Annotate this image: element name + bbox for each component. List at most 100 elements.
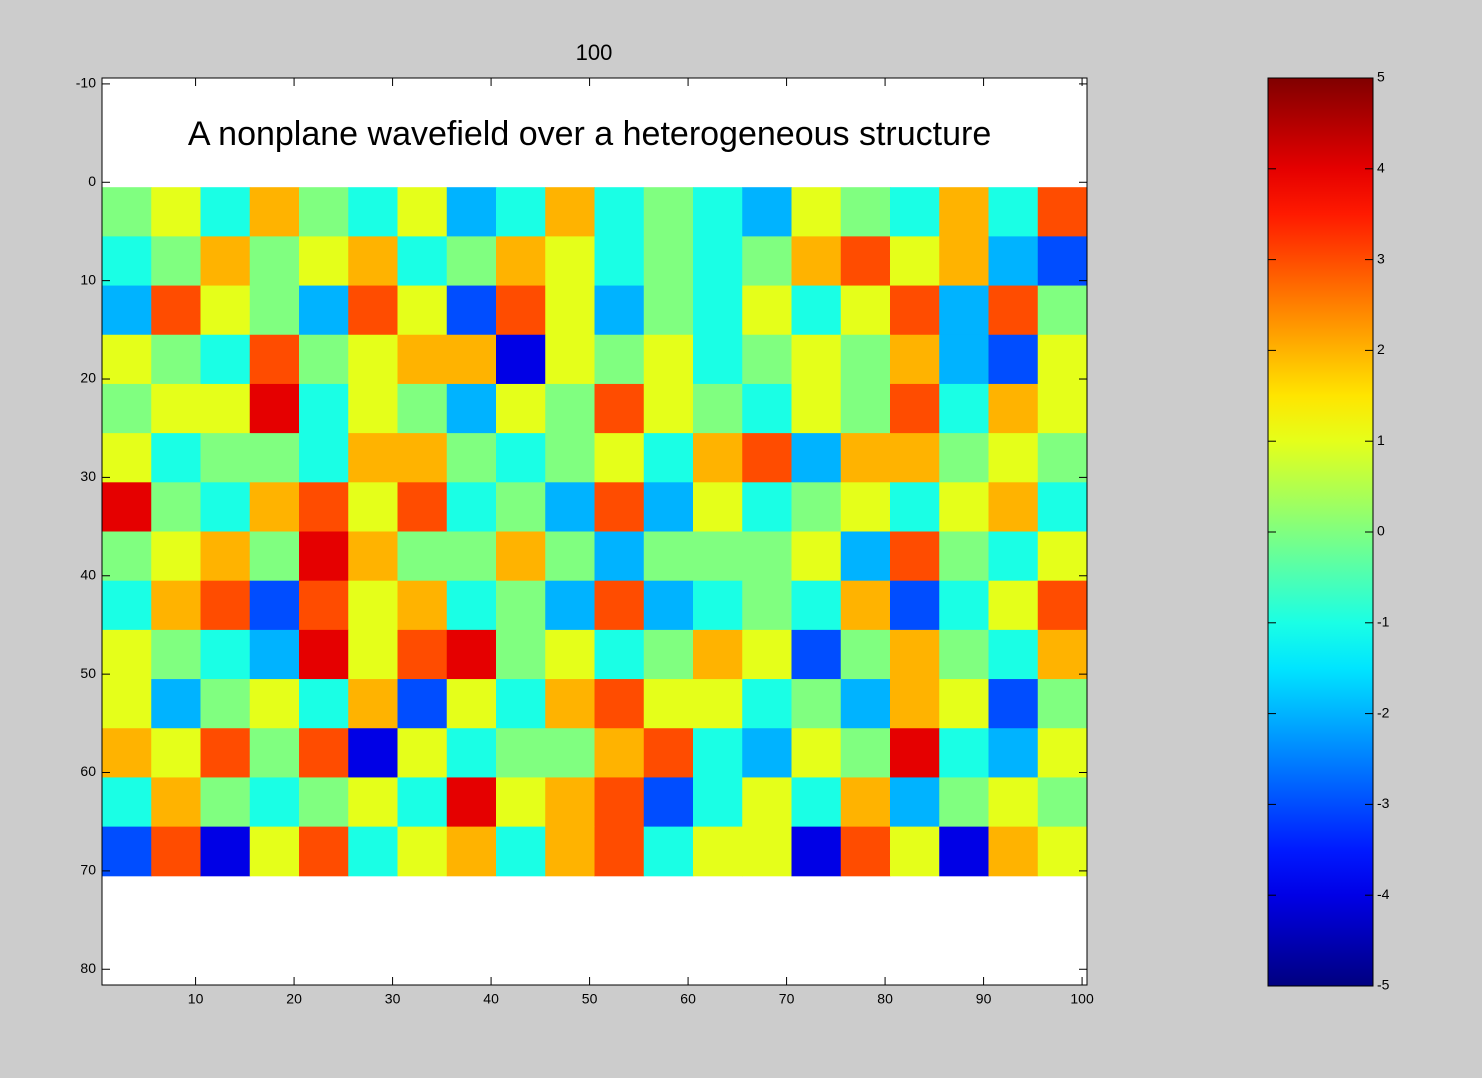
heatmap-cell — [249, 285, 300, 336]
heatmap-cell — [840, 433, 891, 483]
heatmap-cell — [988, 826, 1039, 877]
heatmap-cell — [939, 285, 989, 336]
y-tick-label: 50 — [80, 665, 96, 681]
heatmap-cell — [643, 826, 694, 877]
heatmap-cell — [693, 433, 743, 483]
heatmap — [102, 187, 1088, 877]
heatmap-cell — [397, 580, 448, 631]
heatmap-cell — [397, 482, 448, 532]
heatmap-cell — [151, 187, 201, 237]
heatmap-cell — [496, 531, 546, 582]
colorbar-tick-label: -2 — [1377, 704, 1390, 720]
y-tick-label: 30 — [80, 468, 96, 484]
y-tick-label: -10 — [76, 75, 96, 91]
heatmap-cell — [742, 629, 792, 680]
heatmap-cell — [102, 187, 152, 237]
y-tick-label: 0 — [88, 173, 96, 189]
heatmap-cell — [102, 679, 152, 729]
heatmap-cell — [840, 826, 891, 877]
heatmap-cell — [988, 383, 1039, 434]
heatmap-cell — [545, 580, 595, 631]
heatmap-cell — [102, 482, 152, 532]
heatmap-cell — [249, 482, 300, 532]
heatmap-cell — [693, 777, 743, 828]
heatmap-cell — [299, 777, 349, 828]
heatmap-cell — [151, 433, 201, 483]
heatmap-cell — [446, 383, 497, 434]
heatmap-cell — [742, 679, 792, 729]
x-tick-label: 50 — [582, 991, 598, 1007]
heatmap-cell — [791, 531, 842, 582]
heatmap-cell — [299, 728, 349, 778]
heatmap-cell — [446, 433, 497, 483]
heatmap-cell — [840, 728, 891, 778]
heatmap-cell — [643, 482, 694, 532]
heatmap-cell — [348, 433, 398, 483]
heatmap-cell — [151, 383, 201, 434]
heatmap-cell — [249, 728, 300, 778]
colorbar-tick-label: -5 — [1377, 977, 1390, 993]
heatmap-cell — [249, 433, 300, 483]
heatmap-cell — [397, 728, 448, 778]
heatmap-cell — [249, 531, 300, 582]
heatmap-cell — [890, 777, 940, 828]
heatmap-cell — [693, 728, 743, 778]
heatmap-cell — [249, 236, 300, 287]
heatmap-cell — [545, 383, 595, 434]
heatmap-cell — [791, 777, 842, 828]
heatmap-cell — [1037, 482, 1088, 532]
heatmap-cell — [594, 285, 645, 336]
heatmap-cell — [249, 826, 300, 877]
heatmap-cell — [643, 334, 694, 385]
heatmap-cell — [1037, 826, 1088, 877]
heatmap-cell — [791, 187, 842, 237]
heatmap-cell — [890, 285, 940, 336]
x-tick-label: 30 — [385, 991, 401, 1007]
heatmap-cell — [1037, 728, 1088, 778]
colorbar-tick-label: -4 — [1377, 886, 1390, 902]
heatmap-cell — [496, 187, 546, 237]
heatmap-cell — [397, 679, 448, 729]
heatmap-cell — [299, 236, 349, 287]
heatmap-cell — [939, 580, 989, 631]
heatmap-cell — [742, 285, 792, 336]
heatmap-cell — [545, 629, 595, 680]
heatmap-cell — [200, 482, 251, 532]
heatmap-cell — [643, 629, 694, 680]
heatmap-cell — [742, 728, 792, 778]
y-tick-label: 80 — [80, 960, 96, 976]
heatmap-cell — [791, 826, 842, 877]
heatmap-cell — [397, 629, 448, 680]
heatmap-cell — [496, 580, 546, 631]
heatmap-cell — [348, 728, 398, 778]
heatmap-cell — [791, 236, 842, 287]
heatmap-cell — [151, 236, 201, 287]
heatmap-cell — [791, 285, 842, 336]
heatmap-cell — [1037, 679, 1088, 729]
heatmap-cell — [791, 679, 842, 729]
heatmap-cell — [397, 383, 448, 434]
heatmap-cell — [742, 531, 792, 582]
heatmap-cell — [446, 580, 497, 631]
heatmap-cell — [200, 187, 251, 237]
heatmap-cell — [791, 433, 842, 483]
x-tick-label: 100 — [1070, 991, 1094, 1007]
heatmap-cell — [988, 531, 1039, 582]
heatmap-cell — [151, 580, 201, 631]
heatmap-cell — [397, 433, 448, 483]
heatmap-cell — [446, 728, 497, 778]
heatmap-cell — [545, 433, 595, 483]
x-tick-label: 10 — [188, 991, 204, 1007]
heatmap-cell — [397, 334, 448, 385]
heatmap-cell — [102, 580, 152, 631]
heatmap-cell — [988, 728, 1039, 778]
x-tick-label: 90 — [976, 991, 992, 1007]
y-tick-label: 60 — [80, 763, 96, 779]
heatmap-cell — [988, 482, 1039, 532]
y-tick-label: 20 — [80, 370, 96, 386]
heatmap-cell — [1037, 531, 1088, 582]
heatmap-cell — [939, 826, 989, 877]
heatmap-cell — [299, 531, 349, 582]
heatmap-cell — [594, 629, 645, 680]
heatmap-cell — [249, 383, 300, 434]
